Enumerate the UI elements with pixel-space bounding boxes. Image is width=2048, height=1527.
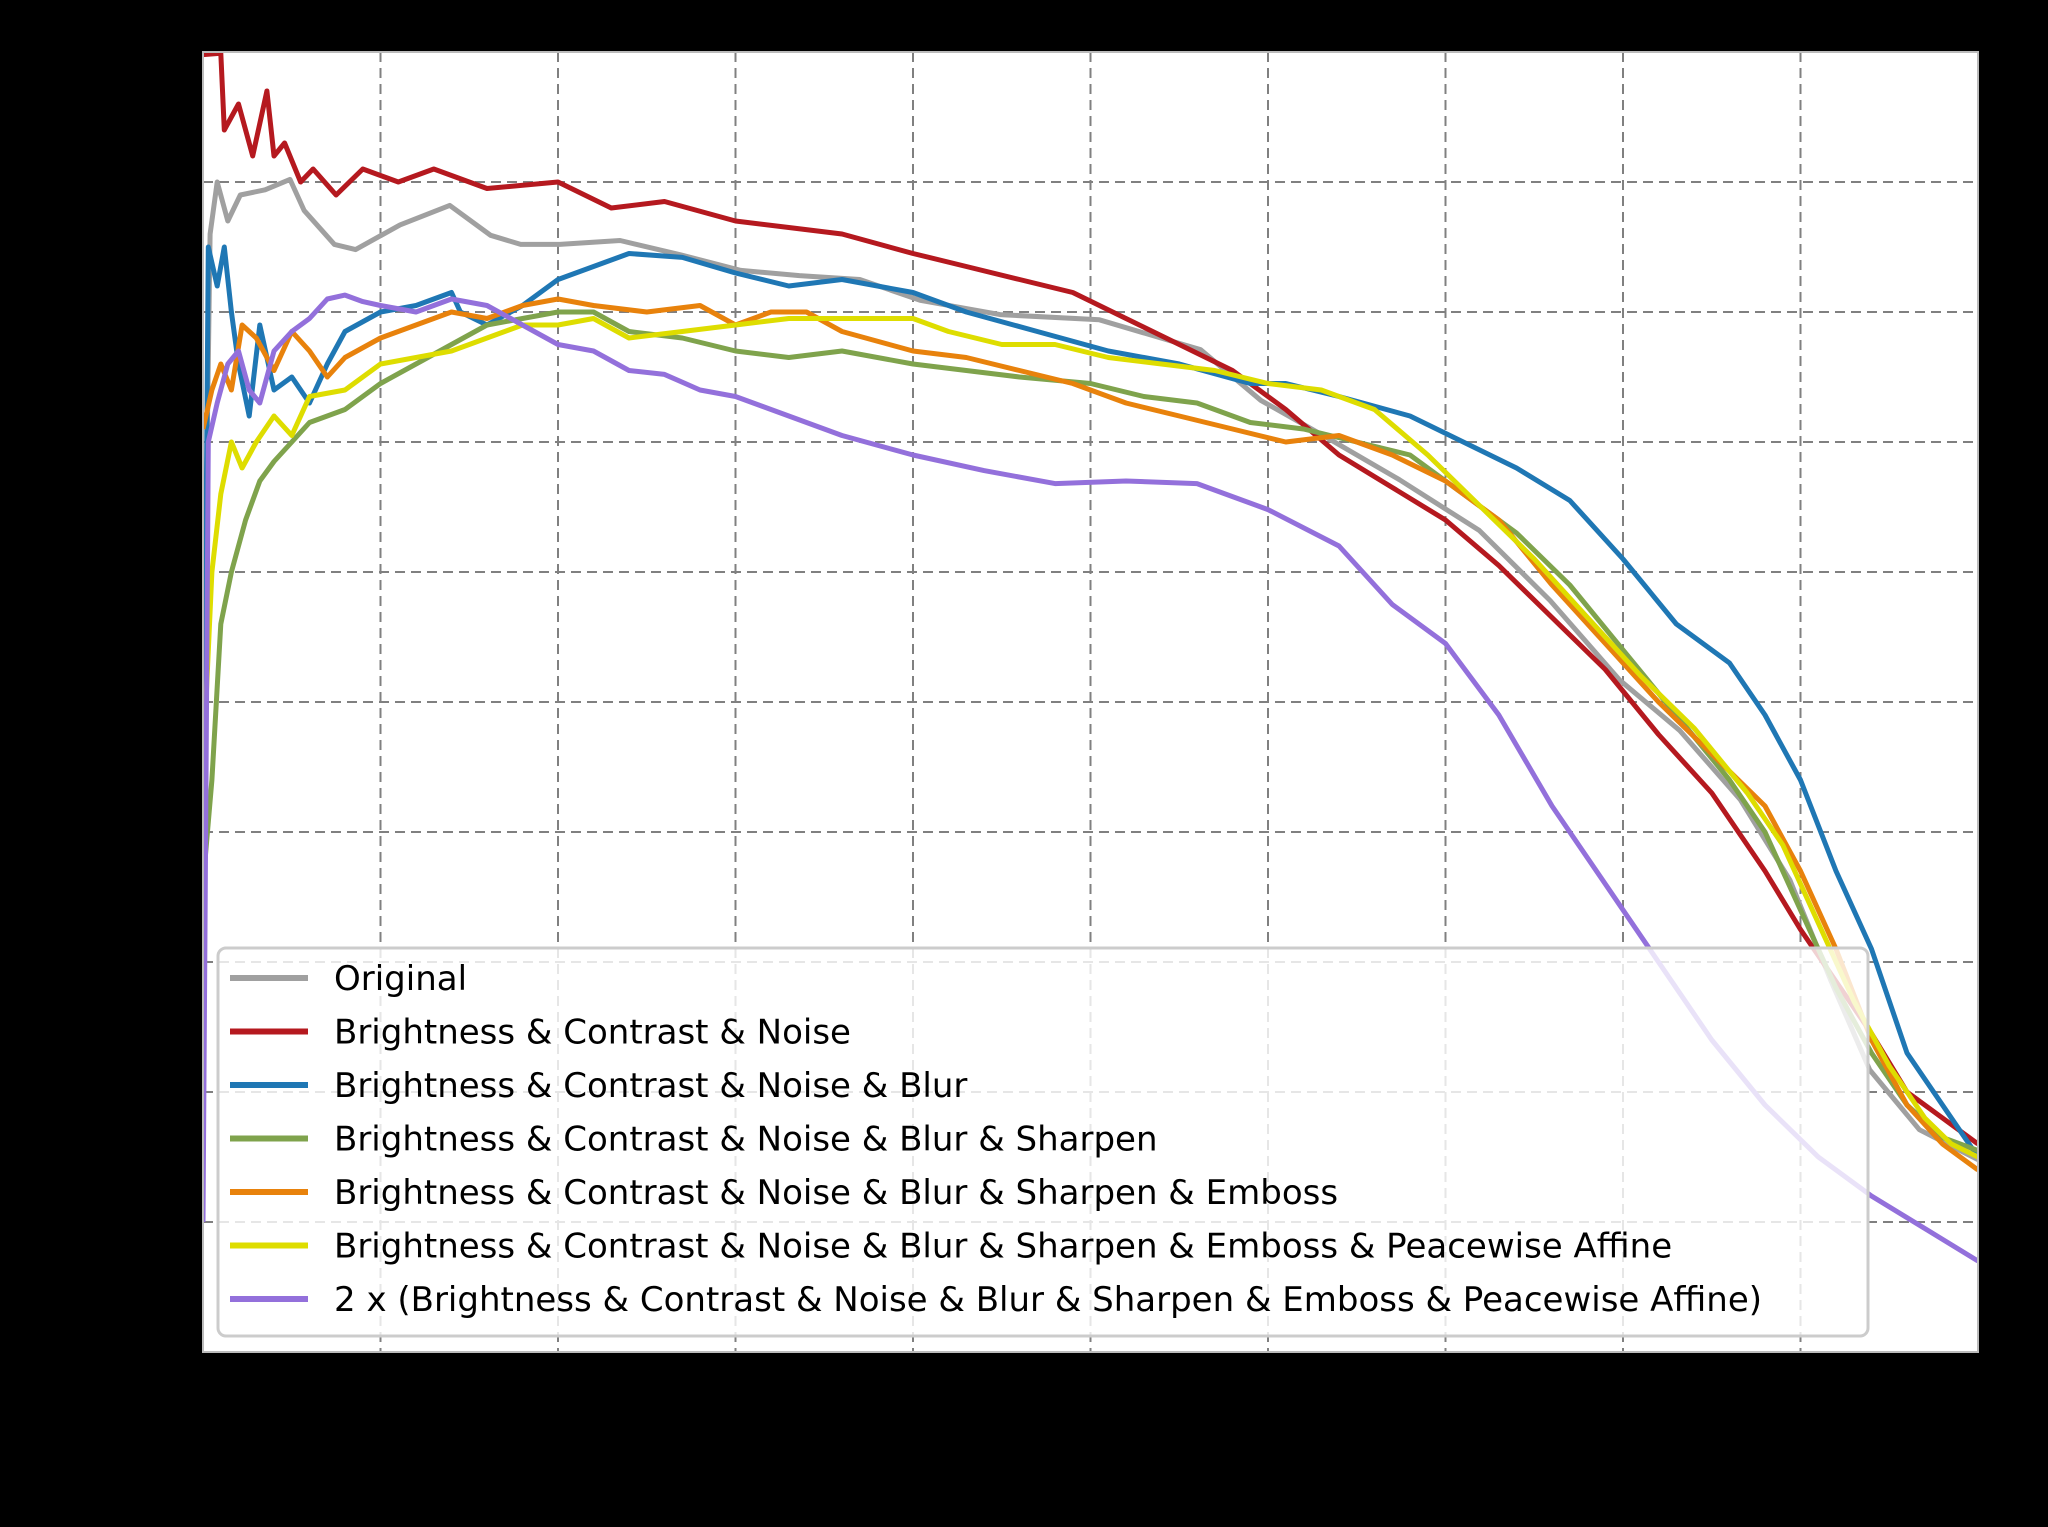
series-line-6: [203, 292, 1978, 1264]
series-line-3: [203, 309, 1978, 1153]
series-line-4: [203, 296, 1978, 1173]
legend-label: Brightness & Contrast & Noise: [334, 1013, 851, 1053]
legend-item: Brightness & Contrast & Noise: [230, 1013, 851, 1053]
legend-label: Brightness & Contrast & Noise & Blur & S…: [334, 1120, 1158, 1160]
legend: Original Brightness & Contrast & Noise Bri…: [216, 946, 1870, 1338]
series-lines: [203, 52, 1978, 1264]
legend-item: Original: [230, 959, 467, 999]
legend-label: Brightness & Contrast & Noise & Blur & S…: [334, 1173, 1338, 1213]
legend-label: Original: [334, 959, 467, 999]
legend-item: Brightness & Contrast & Noise & Blur & S…: [230, 1227, 1672, 1267]
series-line-1: [203, 52, 1978, 1147]
legend-item: Brightness & Contrast & Noise & Blur & S…: [230, 1173, 1338, 1213]
legend-box: [216, 946, 1870, 1338]
legend-item: Brightness & Contrast & Noise & Blur & S…: [230, 1120, 1158, 1160]
legend-label: Brightness & Contrast & Noise & Blur: [334, 1066, 967, 1106]
legend-item: 2 x (Brightness & Contrast & Noise & Blu…: [230, 1280, 1762, 1320]
legend-item: Brightness & Contrast & Noise & Blur: [230, 1066, 967, 1106]
plot-frame: [202, 51, 1979, 1353]
legend-label: Brightness & Contrast & Noise & Blur & S…: [334, 1227, 1672, 1267]
legend-items: Original Brightness & Contrast & Noise Bri…: [230, 959, 1762, 1320]
series-line-5: [203, 316, 1978, 1160]
series-line-0: [203, 176, 1978, 1162]
legend-label: 2 x (Brightness & Contrast & Noise & Blu…: [334, 1280, 1762, 1320]
